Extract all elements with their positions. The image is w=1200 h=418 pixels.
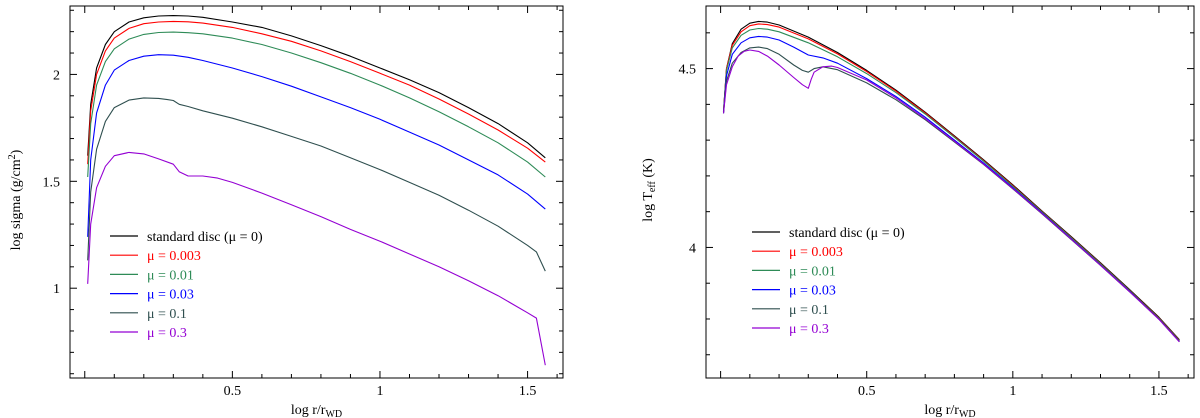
chart-panel-teff: 0.5 1 1.5 4 4.5 log r/rWD log Teff (K) standard… — [641, 5, 1195, 418]
series-line-5 — [87, 151, 546, 366]
x-axis-label: log r/rWD — [291, 403, 342, 418]
y-axis-label: log Teff (K) — [641, 158, 658, 222]
series-line-3 — [87, 54, 546, 237]
x-axis-label-subscript: WD — [959, 409, 976, 418]
legend-label: μ = 0.01 — [789, 264, 836, 279]
x-tick-label: 0.5 — [858, 384, 876, 399]
x-axis-label-main: log r/r — [291, 403, 326, 418]
series-line-2 — [722, 27, 1180, 342]
y-axis-label-main: log T — [641, 192, 656, 222]
x-tick-label: 1.5 — [1150, 384, 1168, 399]
y-axis-label-subscript: eff — [647, 180, 658, 192]
legend-label: μ = 0.3 — [789, 322, 829, 337]
legend-label: μ = 0.1 — [789, 303, 829, 318]
series-line-5 — [722, 49, 1180, 343]
series-line-0 — [87, 15, 546, 159]
y-tick-label: 2 — [53, 68, 60, 83]
series-group — [87, 15, 546, 366]
x-axis-label-main: log r/r — [924, 403, 959, 418]
x-axis-label-subscript: WD — [325, 409, 342, 418]
x-tick-label: 0.5 — [224, 384, 242, 399]
y-axis-label: log sigma (g/cm2) — [7, 149, 24, 250]
series-line-2 — [87, 31, 546, 178]
y-axis-label-end: (K) — [641, 158, 656, 181]
legend-label: μ = 0.003 — [147, 249, 201, 264]
plot-frame — [705, 5, 1195, 379]
x-tick-label: 1.5 — [519, 384, 537, 399]
y-axis-label-main: log sigma (g/cm — [9, 159, 24, 250]
y-tick-label: 4.5 — [679, 63, 697, 78]
x-tick-label: 1 — [1009, 384, 1016, 399]
y-tick-label: 4 — [689, 241, 696, 256]
legend: standard disc (μ = 0) μ = 0.003 μ = 0.01 μ … — [752, 226, 905, 337]
legend-label: standard disc (μ = 0) — [147, 230, 263, 245]
legend-label: μ = 0.01 — [147, 268, 194, 283]
legend-label: μ = 0.003 — [789, 245, 843, 260]
legend-label: standard disc (μ = 0) — [789, 226, 905, 241]
legend-label: μ = 0.03 — [147, 288, 194, 303]
y-axis-label-superscript: 2 — [7, 154, 18, 159]
plot-frame — [69, 5, 564, 379]
series-group — [722, 20, 1180, 343]
legend: standard disc (μ = 0) μ = 0.003 μ = 0.01 μ … — [110, 230, 263, 341]
legend-label: μ = 0.03 — [789, 284, 836, 299]
y-tick-label: 1.5 — [43, 175, 61, 190]
series-line-1 — [87, 20, 546, 165]
legend-label: μ = 0.3 — [147, 326, 187, 341]
x-axis-label: log r/rWD — [924, 403, 975, 418]
legend-label: μ = 0.1 — [147, 307, 187, 322]
y-tick-label: 1 — [53, 282, 60, 297]
series-line-4 — [87, 97, 546, 272]
x-tick-label: 1 — [376, 384, 383, 399]
y-axis-label-end: ) — [9, 149, 24, 154]
